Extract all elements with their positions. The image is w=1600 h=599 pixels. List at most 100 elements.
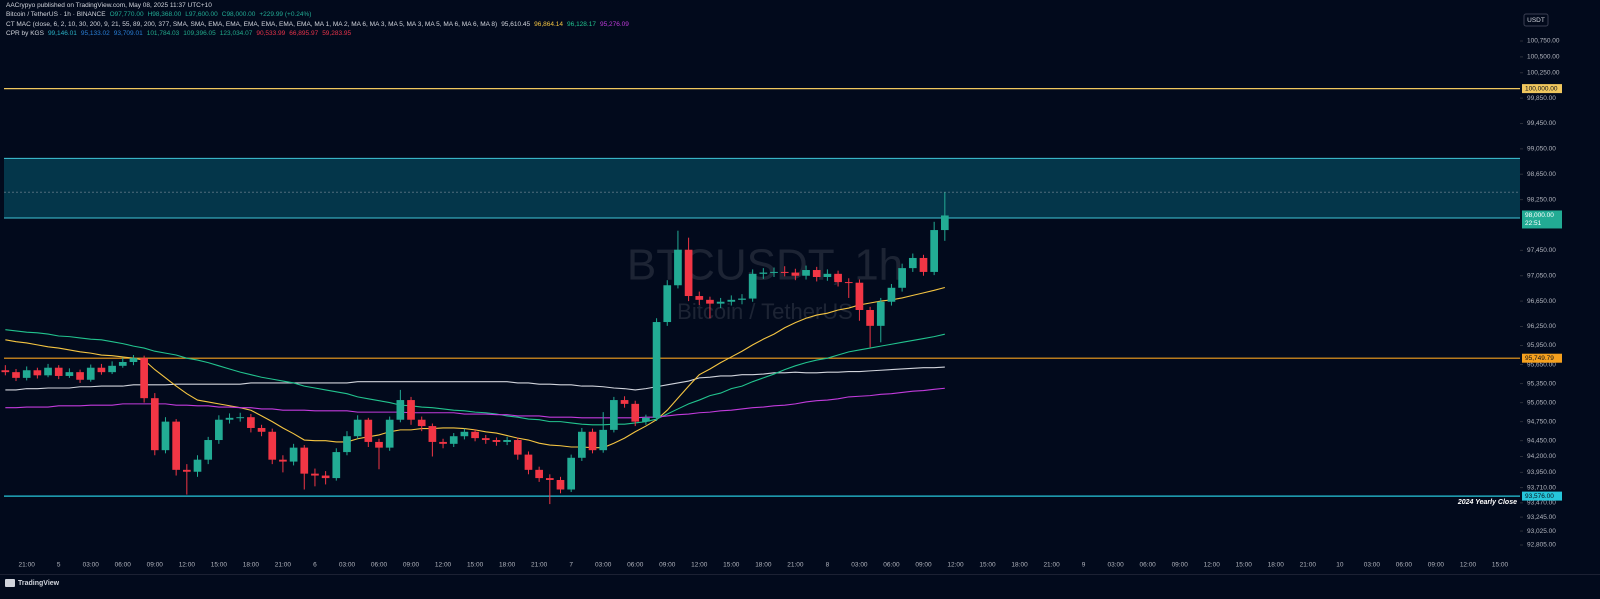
candle-body xyxy=(375,441,383,448)
x-tick-label: 21:00 xyxy=(531,562,548,569)
x-tick-label: 15:00 xyxy=(1236,562,1253,569)
candle-body xyxy=(620,400,629,404)
candle-body xyxy=(887,287,896,302)
candle-body xyxy=(631,403,640,422)
currency: USDT xyxy=(1527,17,1545,24)
x-tick-label: 12:00 xyxy=(179,562,196,569)
candle-body xyxy=(332,452,341,479)
candle-body xyxy=(86,367,95,380)
level-label: 95,749.79 xyxy=(1525,355,1554,362)
candle-body xyxy=(780,271,789,273)
x-tick-label: 03:00 xyxy=(595,562,612,569)
x-tick-label: 18:00 xyxy=(243,562,260,569)
candle-body xyxy=(182,469,191,472)
x-tick-label: 18:00 xyxy=(499,562,516,569)
candle-body xyxy=(791,272,800,276)
indicator-value: 66,895.97 xyxy=(289,29,319,37)
candle-body xyxy=(556,479,565,490)
x-tick-label: 21:00 xyxy=(275,562,292,569)
candle-body xyxy=(129,358,138,363)
x-tick-label: 03:00 xyxy=(339,562,356,569)
candle-body xyxy=(695,296,704,300)
x-tick-label: 12:00 xyxy=(1460,562,1477,569)
ohlc-value: L97,600.00 xyxy=(185,11,218,19)
y-tick-label: 93,950.00 xyxy=(1527,469,1556,476)
candle-body xyxy=(855,282,864,310)
x-tick-label: 8 xyxy=(826,562,830,569)
candle-body xyxy=(706,299,714,304)
candle-body xyxy=(716,301,725,304)
candle-body xyxy=(770,271,778,273)
candle-body xyxy=(279,459,287,462)
indicator-name: CT MAC (close, 6, 2, 10, 30, 200, 9, 21,… xyxy=(6,20,498,28)
y-tick-label: 93,710.00 xyxy=(1527,484,1556,491)
candle-body xyxy=(759,272,768,274)
x-tick-label: 15:00 xyxy=(1492,562,1509,569)
candle-body xyxy=(642,417,650,422)
candle-body xyxy=(140,358,148,399)
candle-body xyxy=(898,268,906,288)
y-tick-label: 100,250.00 xyxy=(1527,69,1560,76)
candle-body xyxy=(76,372,84,380)
level-label-box xyxy=(1522,353,1562,363)
candle-body xyxy=(193,459,202,472)
x-tick-label: 21:00 xyxy=(1043,562,1060,569)
candle-body xyxy=(54,367,63,376)
candle-body xyxy=(161,421,170,451)
x-tick-label: 15:00 xyxy=(467,562,484,569)
candle-body xyxy=(215,419,223,441)
x-tick-label: 12:00 xyxy=(435,562,452,569)
y-tick-label: 93,245.00 xyxy=(1527,514,1556,521)
tv-logo xyxy=(5,579,15,587)
candle-body xyxy=(599,429,608,451)
candle-body xyxy=(12,372,20,378)
y-tick-label: 96,650.00 xyxy=(1527,298,1556,305)
candle-body xyxy=(567,457,576,490)
indicator-value: 101,784.03 xyxy=(146,29,180,37)
indicator-value: 99,146.01 xyxy=(47,29,77,37)
x-tick-label: 06:00 xyxy=(371,562,388,569)
y-tick-label: 95,050.00 xyxy=(1527,399,1556,406)
x-tick-label: 06:00 xyxy=(627,562,644,569)
candle-body xyxy=(1,370,10,373)
indicator-value: 90,533.99 xyxy=(256,29,286,37)
candle-body xyxy=(247,417,255,428)
candle-body xyxy=(524,454,533,470)
x-tick-label: 09:00 xyxy=(915,562,932,569)
candle-body xyxy=(610,400,618,430)
ohlc-value: C98,000.00 xyxy=(221,11,256,19)
candle-body xyxy=(257,427,266,432)
x-tick-label: 15:00 xyxy=(723,562,740,569)
candle-body xyxy=(812,270,821,277)
x-tick-label: 09:00 xyxy=(1428,562,1445,569)
y-tick-label: 97,050.00 xyxy=(1527,272,1556,279)
legend-header: AACrypyo published on TradingView.com, M… xyxy=(6,1,633,38)
indicator-value: 95,276.09 xyxy=(599,20,629,28)
x-tick-label: 10 xyxy=(1336,562,1344,569)
candle-body xyxy=(172,421,180,470)
indicator-value: 123,034.07 xyxy=(219,29,253,37)
ohlc-value: O97,770.00 xyxy=(109,11,144,19)
y-tick-label: 96,250.00 xyxy=(1527,323,1556,330)
x-tick-label: 06:00 xyxy=(1140,562,1157,569)
candle-body xyxy=(876,301,885,326)
indicator-value: 95,133.02 xyxy=(80,29,110,37)
x-tick-label: 15:00 xyxy=(979,562,996,569)
candle-body xyxy=(22,370,31,378)
indicator-value: 109,396.05 xyxy=(183,29,216,37)
candle-body xyxy=(108,365,116,373)
x-tick-label: 6 xyxy=(313,562,317,569)
candle-body xyxy=(150,398,159,451)
footer-brand: TradingView xyxy=(18,580,60,587)
y-tick-label: 93,470.00 xyxy=(1527,500,1556,507)
candle-body xyxy=(481,438,490,441)
ma-line xyxy=(5,329,945,426)
x-tick-label: 21:00 xyxy=(1300,562,1317,569)
watermark-symbol: BTCUSDT, 1h xyxy=(627,241,903,290)
indicator-line: CPR by KGS 99,146.01 95,133.02 93,709.01 101… xyxy=(6,29,633,38)
x-tick-label: 06:00 xyxy=(883,562,900,569)
candle-body xyxy=(578,431,586,458)
y-tick-label: 95,950.00 xyxy=(1527,342,1556,349)
